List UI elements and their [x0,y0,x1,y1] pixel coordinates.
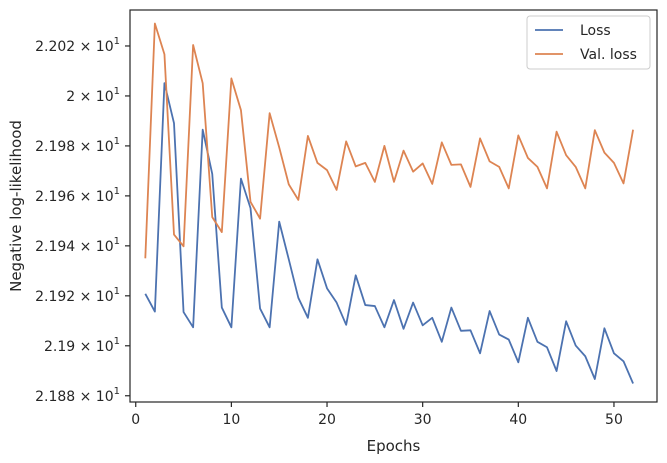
x-axis: 0 10 20 30 40 50 [131,402,623,428]
x-tick-label: 30 [414,412,432,428]
legend-label: Val. loss [580,47,637,63]
y-axis-label: Negative log-likelihood [7,120,25,292]
y-tick-label: 2.188 × 101 [35,386,120,405]
y-tick-label: 2.202 × 101 [35,36,120,55]
legend: Loss Val. loss [526,15,651,70]
y-tick-label: 2.196 × 101 [35,186,120,205]
y-tick-label: 2 × 101 [66,86,120,105]
y-tick-label: 2.198 × 101 [35,136,120,155]
y-axis: 2.188 × 101 2.19 × 101 2.192 × 101 2.194 × … [35,36,130,405]
x-tick-label: 40 [509,412,527,428]
x-axis-label: Epochs [367,437,421,455]
x-tick-label: 20 [318,412,336,428]
series-line-val-loss [144,22,634,259]
y-tick-label: 2.19 × 101 [44,336,120,355]
x-tick-label: 0 [131,412,140,428]
y-tick-label: 2.194 × 101 [35,236,120,255]
y-tick-label: 2.192 × 101 [35,286,120,305]
series-line-loss [144,82,634,384]
series-layer [144,22,634,384]
plot-frame [129,9,658,403]
x-tick-label: 50 [605,412,623,428]
legend-label: Loss [580,23,611,39]
x-tick-label: 10 [222,412,240,428]
